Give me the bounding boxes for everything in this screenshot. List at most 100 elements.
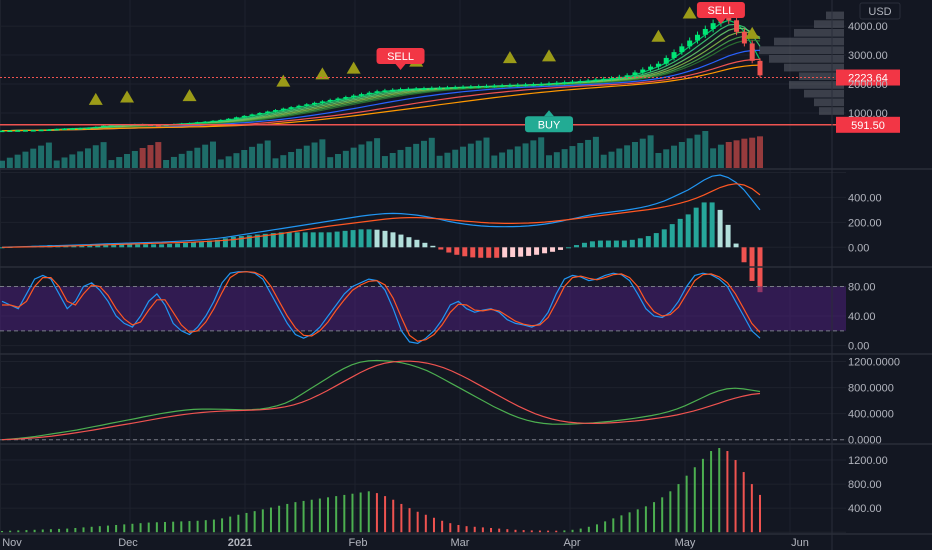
- signal-badge: [696, 2, 745, 18]
- volume-bar: [639, 138, 646, 168]
- histogram-bar: [579, 528, 582, 533]
- volume-bar: [499, 152, 506, 168]
- histogram-bar: [498, 528, 501, 533]
- macd-histogram-bar: [127, 244, 133, 248]
- volume-bar: [577, 143, 584, 168]
- y-axis-tick-label: 1000.00: [848, 108, 888, 120]
- volume-bar: [131, 150, 138, 168]
- macd-histogram-bar: [701, 202, 707, 248]
- macd-histogram-bar: [262, 233, 268, 248]
- histogram-bar: [750, 484, 753, 533]
- macd-histogram-bar: [733, 243, 739, 248]
- x-axis-tick-label: 2021: [228, 537, 252, 549]
- histogram-bar: [538, 530, 541, 533]
- candle-body: [569, 81, 575, 84]
- volume-bar: [671, 145, 678, 168]
- candle-body: [280, 108, 286, 111]
- oscillator-pane[interactable]: [0, 359, 846, 441]
- histogram-bar: [400, 503, 403, 533]
- y-axis-tick-label: 2000.00: [848, 79, 888, 91]
- volume-bar: [733, 140, 740, 168]
- candle-body: [351, 95, 357, 98]
- volume-bar: [0, 160, 5, 168]
- y-axis-tick-label: 400.0000: [848, 409, 894, 421]
- currency-badge[interactable]: USD: [859, 2, 901, 20]
- stochastic-pane[interactable]: [0, 271, 846, 345]
- volume-bar: [678, 142, 685, 168]
- volume-bar: [381, 156, 388, 168]
- price-pane[interactable]: SELL SELL BUY: [0, 2, 846, 168]
- macd-histogram-bar: [270, 233, 276, 248]
- x-axis-tick-label: Nov: [2, 537, 22, 549]
- buy-signal[interactable]: BUY: [525, 110, 574, 133]
- candle-body: [343, 97, 349, 99]
- candle-body: [616, 76, 622, 79]
- time-axis[interactable]: Nov Dec 2021 Feb Mar Apr May Jun: [2, 537, 809, 549]
- volume-bar: [374, 138, 381, 168]
- histogram-bar: [481, 527, 484, 533]
- signal-pointer: [395, 64, 406, 70]
- macd-pane[interactable]: [0, 174, 763, 293]
- volume-bar: [6, 157, 13, 168]
- current-price-badge[interactable]: 2223.64: [836, 69, 900, 86]
- histogram-bar: [530, 530, 533, 533]
- macd-histogram-bar: [486, 247, 492, 258]
- candle-body: [358, 94, 364, 96]
- macd-histogram-bar: [342, 230, 348, 248]
- volume-bar: [608, 151, 615, 168]
- candle-body: [116, 124, 122, 127]
- candle-body: [93, 126, 99, 129]
- volume-bar: [483, 137, 490, 168]
- macd-histogram-bar: [510, 247, 516, 258]
- volume-bar: [475, 140, 482, 168]
- price-axis[interactable]: 2223.64 591.50 4000.00 3000.00 2000.00 1000.0…: [836, 21, 900, 515]
- volume-bar: [702, 131, 709, 168]
- histogram-bar: [604, 521, 607, 533]
- candle-body: [62, 128, 68, 131]
- triangle-marker: [682, 6, 697, 19]
- histogram-bar: [147, 522, 150, 533]
- candle-body: [312, 102, 318, 105]
- y-axis-tick-label: 800.0000: [848, 383, 894, 395]
- histogram-bar: [49, 529, 52, 533]
- histogram-pane[interactable]: [1, 448, 761, 533]
- candle-body: [304, 104, 310, 106]
- candle-body: [429, 88, 435, 90]
- candle-body: [249, 114, 255, 116]
- volume-bar: [342, 150, 349, 168]
- histogram-bar: [131, 523, 134, 533]
- candle-body: [444, 87, 450, 89]
- x-axis-tick-label: Dec: [118, 537, 138, 549]
- volume-bar: [303, 145, 310, 168]
- candle-body: [530, 84, 536, 86]
- histogram-bar: [212, 519, 215, 533]
- candle-body: [546, 83, 552, 85]
- volume-bar: [616, 148, 623, 168]
- candle-body: [85, 127, 91, 130]
- volume-bar: [170, 156, 177, 168]
- sell-signal[interactable]: SELL: [376, 48, 425, 70]
- histogram-bar: [367, 491, 370, 533]
- histogram-bar: [547, 530, 550, 533]
- volume-bar: [233, 153, 240, 168]
- candle-body: [679, 46, 685, 53]
- histogram-bar: [661, 497, 664, 533]
- signal-label: SELL: [387, 51, 414, 63]
- candle-body: [468, 86, 474, 89]
- histogram-bar: [449, 523, 452, 533]
- histogram-bar: [294, 502, 297, 533]
- sell-signal[interactable]: SELL: [696, 2, 745, 24]
- volume-bar: [256, 143, 263, 168]
- candle-body: [687, 40, 693, 47]
- volume-bar: [569, 146, 576, 168]
- macd-histogram-bar: [566, 247, 572, 249]
- support-price-badge[interactable]: 591.50: [836, 116, 900, 133]
- candle-body: [694, 34, 700, 41]
- macd-histogram-bar: [310, 232, 316, 248]
- slow-moving-average-line: [2, 64, 761, 132]
- volume-bar: [92, 145, 99, 168]
- candle-body: [15, 130, 21, 132]
- macd-histogram-bar: [334, 231, 340, 248]
